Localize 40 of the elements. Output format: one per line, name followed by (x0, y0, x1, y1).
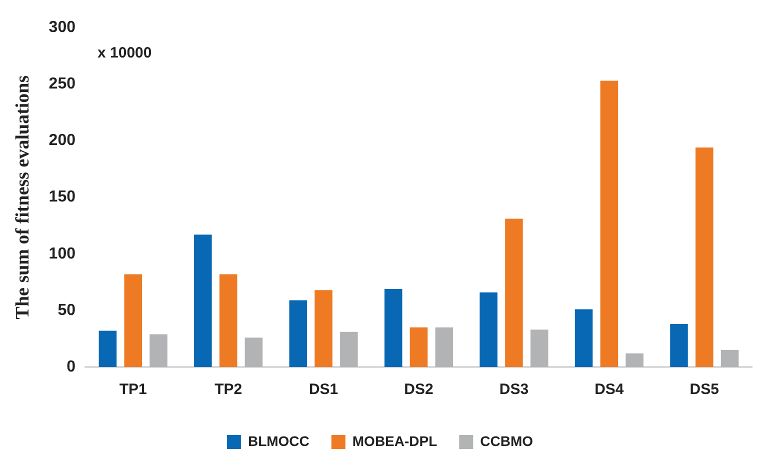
x-tick-label: DS2 (404, 381, 434, 398)
x-tick-label: DS4 (594, 381, 624, 398)
legend-label: BLMOCC (248, 432, 310, 449)
bar (435, 327, 454, 367)
legend-label: MOBEA-DPL (352, 432, 438, 449)
x-tick-label: DS5 (690, 381, 719, 398)
y-tick-label: 100 (48, 245, 76, 262)
y-tick-label: 250 (48, 76, 76, 93)
y-tick-label: 200 (48, 132, 76, 150)
x-tick-label: TP1 (119, 381, 147, 398)
bar (314, 290, 332, 367)
bar (670, 324, 688, 367)
bar (480, 292, 498, 367)
y-axis-title: The sum of fitness evaluations (12, 75, 34, 320)
bar (384, 288, 402, 367)
bar (150, 334, 168, 367)
bar (340, 332, 358, 367)
bar (600, 80, 618, 367)
x-tick-label: TP2 (214, 381, 242, 398)
annotation: x 10000 (97, 44, 152, 62)
y-tick-label: 300 (48, 19, 76, 36)
bar (124, 274, 142, 367)
y-tick-label: 0 (66, 358, 76, 376)
bar (574, 309, 593, 367)
bar (244, 338, 263, 367)
x-tick-label: DS3 (499, 381, 529, 398)
bar (98, 330, 117, 367)
bar (720, 350, 739, 367)
bar (696, 148, 714, 367)
bar (410, 327, 428, 367)
legend-label: CCBMO (480, 432, 534, 449)
bar (530, 330, 548, 367)
bar (194, 234, 212, 367)
y-tick-label: 50 (58, 302, 76, 319)
y-tick-label: 150 (48, 188, 76, 206)
bar (289, 300, 308, 367)
bar (219, 274, 238, 367)
bar (505, 218, 523, 367)
x-tick-label: DS1 (308, 381, 338, 398)
bar (626, 353, 644, 367)
